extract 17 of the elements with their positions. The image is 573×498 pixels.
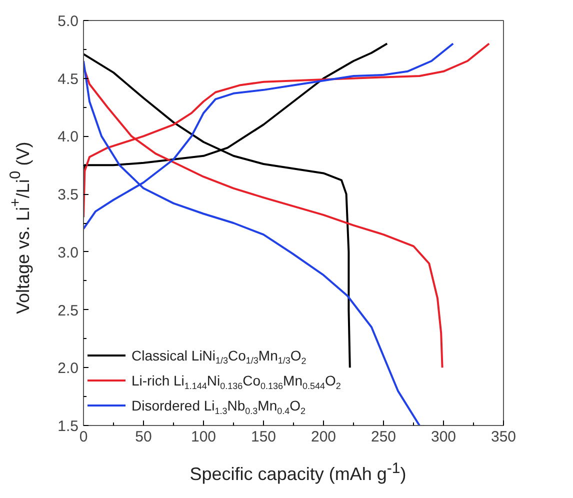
y-tick-label: 1.5 (58, 418, 79, 435)
x-axis-title: Specific capacity (mAh g$^{-1}$) (188, 459, 408, 486)
y-tick-label: 2.5 (58, 302, 79, 320)
y-tick-label: 2.0 (58, 360, 79, 378)
y-tick-label: 5.0 (58, 13, 79, 30)
x-tick-label: 350 (490, 428, 516, 446)
y-tick-label: 4.5 (58, 70, 79, 88)
y-tick-label: 4.0 (58, 128, 79, 146)
x-tick-label: 50 (135, 428, 152, 446)
y-tick-label: 3.0 (58, 244, 79, 262)
y-tick-label: 3.5 (58, 186, 79, 204)
x-tick-label: 100 (190, 428, 216, 446)
x-tick-label: 250 (370, 428, 396, 446)
x-tick-label: 300 (430, 428, 456, 446)
x-tick-label: 150 (250, 428, 276, 446)
x-tick-label: 200 (310, 428, 336, 446)
x-tick-label: 0 (79, 428, 88, 446)
